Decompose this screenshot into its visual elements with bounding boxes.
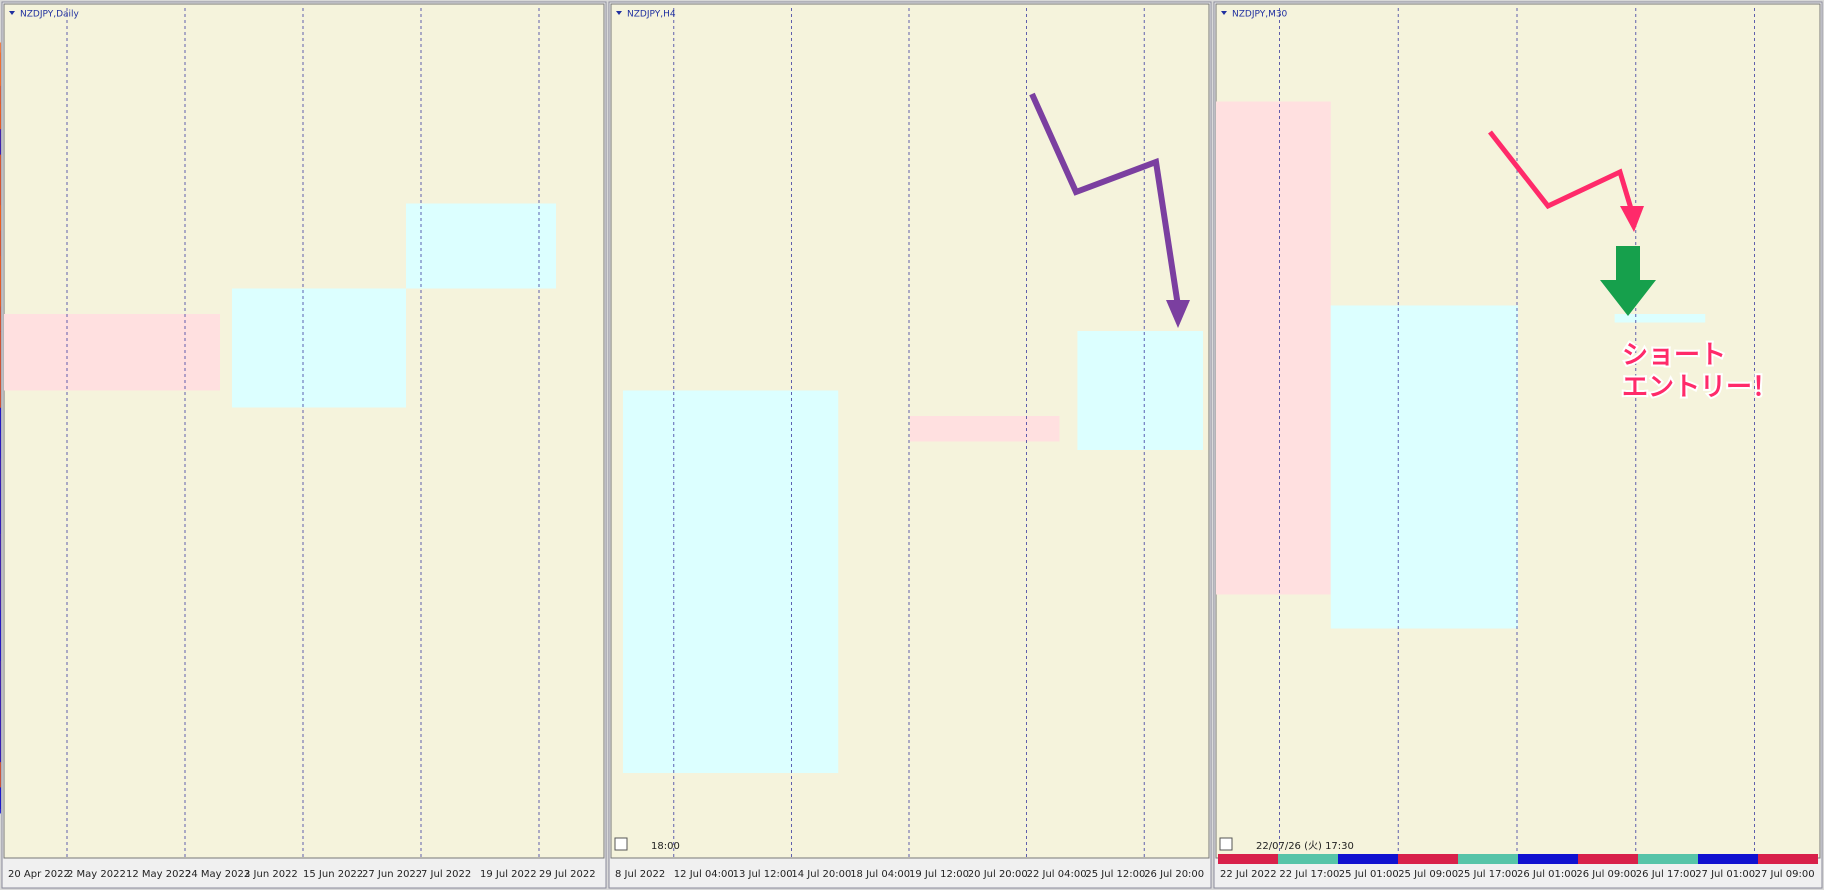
x-axis-label: 26 Jul 09:00 <box>1576 869 1636 880</box>
zone <box>910 416 1060 442</box>
x-axis-label: 26 Jul 17:00 <box>1636 869 1696 880</box>
x-axis-label: 22 Jul 17:00 <box>1279 869 1339 880</box>
zone <box>232 288 406 408</box>
session-bar <box>1398 854 1458 864</box>
zone <box>1216 101 1331 595</box>
x-axis-label: 25 Jul 12:00 <box>1085 869 1145 880</box>
pink-arrowhead <box>1620 206 1644 232</box>
time-label: 18:00 <box>651 841 680 852</box>
title-arrow <box>616 11 622 15</box>
session-bar <box>1638 854 1698 864</box>
title-arrow <box>9 11 15 15</box>
session-bar <box>1698 854 1758 864</box>
pink-arrow <box>1488 130 1635 213</box>
session-bar <box>1518 854 1578 864</box>
x-axis-label: 18 Jul 04:00 <box>850 869 910 880</box>
zone <box>622 390 839 773</box>
x-axis-label: 13 Jul 12:00 <box>733 869 793 880</box>
annotation: ショート <box>1622 341 1726 371</box>
x-axis-label: 24 May 2022 <box>185 869 250 880</box>
chart-title: NZDJPY,M30 <box>1232 10 1288 20</box>
x-axis-label: 2 May 2022 <box>67 869 126 880</box>
status-icon <box>614 837 628 851</box>
x-axis-label: 22 Jul 04:00 <box>1027 869 1087 880</box>
x-axis-label: 27 Jul 01:00 <box>1695 869 1755 880</box>
x-axis-label: 7 Jul 2022 <box>421 869 471 880</box>
x-axis-label: 19 Jul 2022 <box>480 869 537 880</box>
x-axis-label: 27 Jul 09:00 <box>1755 869 1815 880</box>
x-axis-label: 15 Jun 2022 <box>303 869 363 880</box>
chart-title: NZDJPY,Daily <box>20 10 80 20</box>
session-bar <box>1218 854 1278 864</box>
title-arrow <box>1221 11 1227 15</box>
x-axis-label: 8 Jul 2022 <box>615 869 665 880</box>
chart-title: NZDJPY,H4 <box>627 10 676 20</box>
x-axis-label: 12 May 2022 <box>126 869 191 880</box>
status-icon <box>1219 837 1233 851</box>
x-axis-label: 20 Apr 2022 <box>8 869 70 880</box>
annotation: エントリー！ <box>1622 373 1778 403</box>
x-axis-label: 25 Jul 17:00 <box>1458 869 1518 880</box>
x-axis-label: 20 Jul 20:00 <box>968 869 1028 880</box>
time-label: 22/07/26 (火) 17:30 <box>1256 840 1354 852</box>
x-axis-label: 19 Jul 12:00 <box>909 869 969 880</box>
x-axis-label: 22 Jul 2022 <box>1220 869 1277 880</box>
x-axis-label: 14 Jul 20:00 <box>791 869 851 880</box>
x-axis-label: 12 Jul 04:00 <box>674 869 734 880</box>
x-axis-label: 26 Jul 20:00 <box>1144 869 1204 880</box>
x-axis-label: 25 Jul 01:00 <box>1339 869 1399 880</box>
zone <box>4 314 220 391</box>
zone <box>406 203 556 289</box>
session-bar <box>1458 854 1518 864</box>
purple-arrow <box>1029 92 1181 307</box>
purple-arrowhead <box>1166 300 1190 328</box>
session-bar <box>1278 854 1338 864</box>
session-bar <box>1758 854 1818 864</box>
x-axis-label: 25 Jul 09:00 <box>1398 869 1458 880</box>
chart-area <box>3 3 605 859</box>
session-bar <box>1578 854 1638 864</box>
session-bar <box>1338 854 1398 864</box>
x-axis-label: 29 Jul 2022 <box>539 869 596 880</box>
zone <box>1330 305 1518 629</box>
x-axis-label: 3 Jun 2022 <box>244 869 298 880</box>
x-axis-label: 27 Jun 2022 <box>362 869 422 880</box>
zone <box>1614 314 1706 323</box>
x-axis-label: 26 Jul 01:00 <box>1517 869 1577 880</box>
green-arrow <box>1600 246 1656 316</box>
zone <box>1077 331 1204 450</box>
